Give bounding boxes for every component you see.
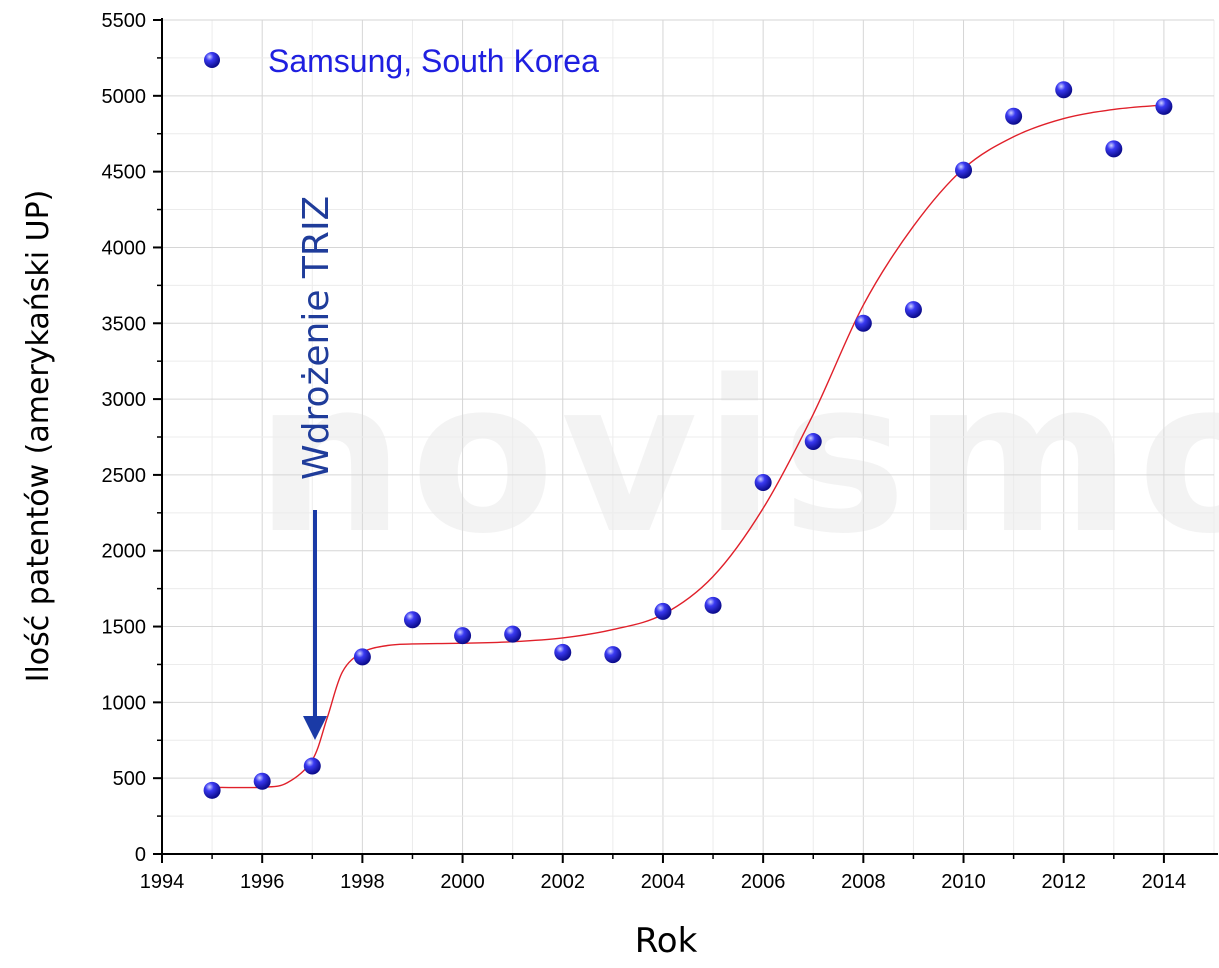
data-point <box>704 596 722 614</box>
data-point <box>1005 107 1023 125</box>
y-axis-title: Ilość patentów (amerykański UP) <box>21 190 56 683</box>
data-point <box>403 611 421 629</box>
x-tick-label: 2010 <box>941 871 986 893</box>
watermark: novismo <box>255 335 1219 580</box>
y-tick-label: 500 <box>113 768 146 790</box>
data-point <box>1055 81 1073 99</box>
data-point <box>353 648 371 666</box>
data-point <box>604 646 622 664</box>
x-axis-title: Rok <box>635 921 698 961</box>
y-tick-label: 0 <box>135 844 146 866</box>
data-point <box>454 627 472 645</box>
y-tick-label: 2500 <box>102 465 147 487</box>
y-tick-label: 4500 <box>102 162 147 184</box>
data-point <box>654 602 672 620</box>
data-point <box>203 781 221 799</box>
x-tick-label: 1996 <box>240 871 285 893</box>
annotation: Wdrożenie TRIZ <box>296 196 337 740</box>
x-tick-label: 2012 <box>1041 871 1086 893</box>
x-tick-label: 2008 <box>841 871 886 893</box>
y-tick-label: 1000 <box>102 692 147 714</box>
data-point <box>754 473 772 491</box>
legend-marker <box>204 52 220 68</box>
annotation-text: Wdrożenie TRIZ <box>296 196 337 480</box>
y-tick-label: 5000 <box>102 86 147 108</box>
data-point <box>303 757 321 775</box>
x-tick-label: 2014 <box>1142 871 1187 893</box>
data-point <box>253 772 271 790</box>
data-point <box>1105 140 1123 158</box>
y-tick-label: 1500 <box>102 617 147 639</box>
data-point <box>1155 97 1173 115</box>
legend: Samsung, South Korea <box>204 43 599 79</box>
x-tick-label: 1998 <box>340 871 385 893</box>
data-points <box>203 81 1173 799</box>
x-tick-label: 2000 <box>440 871 485 893</box>
x-tick-label: 1994 <box>140 871 185 893</box>
y-tick-label: 4000 <box>102 237 147 259</box>
y-tick-label: 3500 <box>102 313 147 335</box>
data-point <box>554 643 572 661</box>
axis-ticks: 1994 1996 1998 2000 2002 2004 2006 2008 2010 2012… <box>102 10 1187 893</box>
x-tick-label: 2004 <box>641 871 686 893</box>
y-tick-label: 3000 <box>102 389 147 411</box>
data-point <box>904 301 922 319</box>
data-point <box>804 433 822 451</box>
data-point <box>955 161 973 179</box>
data-point <box>854 314 872 332</box>
x-tick-label: 2006 <box>741 871 786 893</box>
x-tick-label: 2002 <box>541 871 586 893</box>
data-point <box>504 625 522 643</box>
y-tick-label: 2000 <box>102 541 147 563</box>
legend-label: Samsung, South Korea <box>268 43 599 79</box>
y-tick-label: 5500 <box>102 10 147 32</box>
